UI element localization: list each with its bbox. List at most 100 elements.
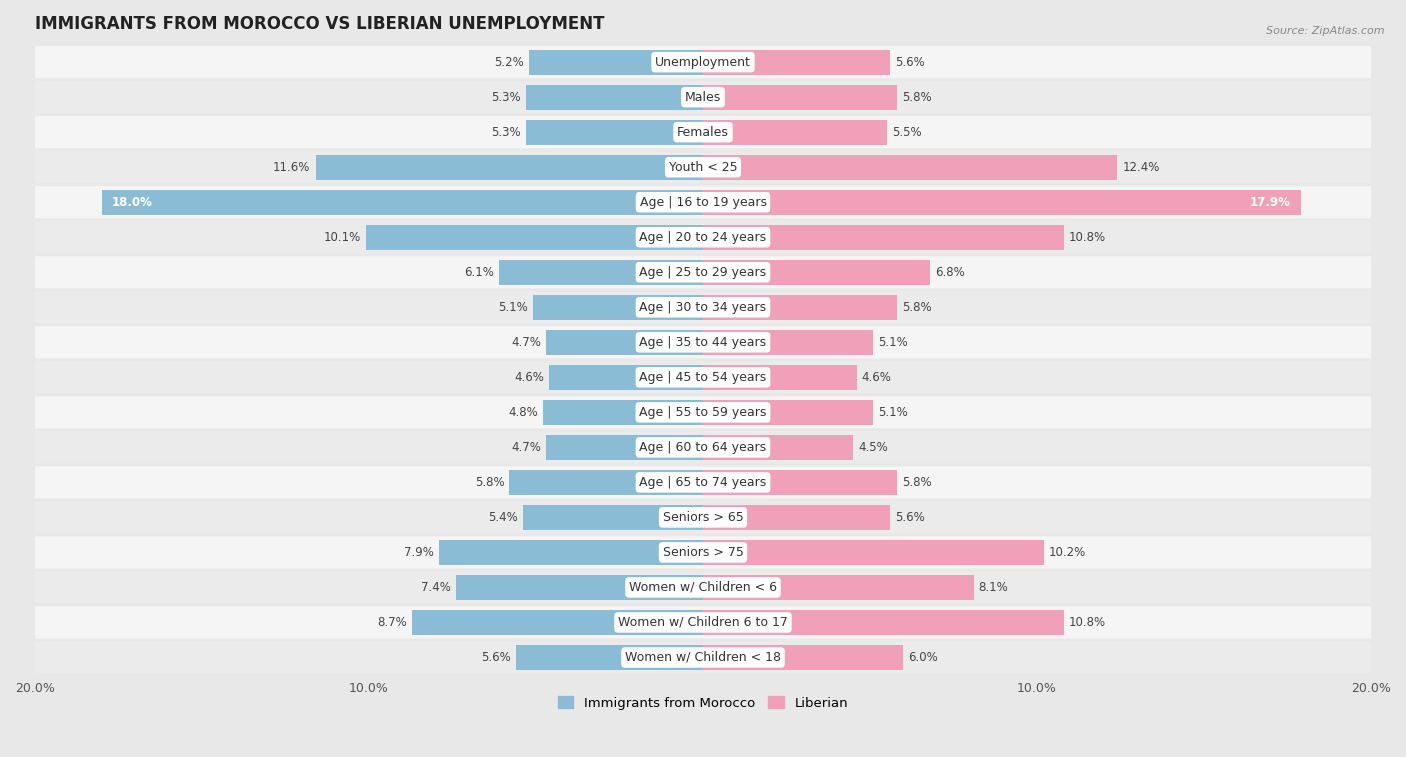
Text: 4.6%: 4.6% [862, 371, 891, 384]
Text: 4.7%: 4.7% [512, 336, 541, 349]
Text: Women w/ Children < 6: Women w/ Children < 6 [628, 581, 778, 594]
Text: Age | 65 to 74 years: Age | 65 to 74 years [640, 476, 766, 489]
Text: 5.5%: 5.5% [891, 126, 921, 139]
Text: Males: Males [685, 91, 721, 104]
Text: 4.7%: 4.7% [512, 441, 541, 454]
Text: 10.1%: 10.1% [323, 231, 360, 244]
Bar [516, 645, 703, 670]
Text: 12.4%: 12.4% [1122, 160, 1160, 173]
FancyBboxPatch shape [35, 186, 1371, 218]
Bar [703, 610, 1064, 635]
Text: 6.0%: 6.0% [908, 651, 938, 664]
Bar [546, 435, 703, 460]
Text: Age | 35 to 44 years: Age | 35 to 44 years [640, 336, 766, 349]
Bar [703, 120, 887, 145]
Bar [703, 435, 853, 460]
Bar [101, 189, 703, 215]
FancyBboxPatch shape [35, 221, 1371, 254]
Text: 18.0%: 18.0% [111, 196, 153, 209]
Bar [533, 294, 703, 320]
Bar [703, 365, 856, 390]
Text: 5.1%: 5.1% [879, 406, 908, 419]
Text: Age | 25 to 29 years: Age | 25 to 29 years [640, 266, 766, 279]
Bar [703, 85, 897, 110]
Text: Age | 30 to 34 years: Age | 30 to 34 years [640, 301, 766, 314]
Text: Seniors > 65: Seniors > 65 [662, 511, 744, 524]
Text: 5.6%: 5.6% [896, 56, 925, 69]
Bar [523, 505, 703, 530]
Text: Females: Females [678, 126, 728, 139]
Bar [529, 49, 703, 75]
Text: 8.7%: 8.7% [378, 616, 408, 629]
FancyBboxPatch shape [35, 501, 1371, 534]
FancyBboxPatch shape [35, 361, 1371, 394]
Text: 5.1%: 5.1% [498, 301, 527, 314]
Text: 5.6%: 5.6% [896, 511, 925, 524]
Bar [509, 470, 703, 495]
FancyBboxPatch shape [35, 326, 1371, 358]
Bar [550, 365, 703, 390]
Bar [703, 294, 897, 320]
Text: 5.8%: 5.8% [901, 476, 931, 489]
Text: Age | 60 to 64 years: Age | 60 to 64 years [640, 441, 766, 454]
FancyBboxPatch shape [35, 431, 1371, 463]
Text: Women w/ Children < 18: Women w/ Children < 18 [626, 651, 780, 664]
Text: 7.4%: 7.4% [420, 581, 451, 594]
Text: Source: ZipAtlas.com: Source: ZipAtlas.com [1267, 26, 1385, 36]
Text: 5.3%: 5.3% [491, 126, 522, 139]
Bar [703, 575, 973, 600]
Text: 5.6%: 5.6% [481, 651, 510, 664]
FancyBboxPatch shape [35, 536, 1371, 569]
Bar [703, 260, 931, 285]
Bar [546, 330, 703, 355]
Text: 5.2%: 5.2% [495, 56, 524, 69]
Text: 10.2%: 10.2% [1049, 546, 1085, 559]
Bar [703, 505, 890, 530]
Bar [526, 85, 703, 110]
Legend: Immigrants from Morocco, Liberian: Immigrants from Morocco, Liberian [553, 691, 853, 715]
FancyBboxPatch shape [35, 116, 1371, 148]
Text: 10.8%: 10.8% [1069, 231, 1107, 244]
FancyBboxPatch shape [35, 256, 1371, 288]
Text: 4.8%: 4.8% [508, 406, 537, 419]
Text: 5.8%: 5.8% [901, 91, 931, 104]
FancyBboxPatch shape [35, 606, 1371, 639]
FancyBboxPatch shape [35, 641, 1371, 674]
Bar [703, 189, 1301, 215]
FancyBboxPatch shape [35, 572, 1371, 603]
FancyBboxPatch shape [35, 151, 1371, 183]
Text: 5.8%: 5.8% [901, 301, 931, 314]
Bar [703, 330, 873, 355]
Text: 5.3%: 5.3% [491, 91, 522, 104]
Text: 6.8%: 6.8% [935, 266, 965, 279]
Text: Seniors > 75: Seniors > 75 [662, 546, 744, 559]
Text: 4.5%: 4.5% [858, 441, 889, 454]
Text: 4.6%: 4.6% [515, 371, 544, 384]
Bar [412, 610, 703, 635]
Text: Age | 16 to 19 years: Age | 16 to 19 years [640, 196, 766, 209]
Text: 8.1%: 8.1% [979, 581, 1008, 594]
Text: 5.4%: 5.4% [488, 511, 517, 524]
Text: 7.9%: 7.9% [405, 546, 434, 559]
Text: Age | 45 to 54 years: Age | 45 to 54 years [640, 371, 766, 384]
Text: 6.1%: 6.1% [464, 266, 495, 279]
Bar [703, 49, 890, 75]
Text: Women w/ Children 6 to 17: Women w/ Children 6 to 17 [619, 616, 787, 629]
Bar [366, 225, 703, 250]
FancyBboxPatch shape [35, 46, 1371, 78]
Bar [439, 540, 703, 565]
Text: 10.8%: 10.8% [1069, 616, 1107, 629]
Bar [703, 645, 904, 670]
Bar [703, 400, 873, 425]
FancyBboxPatch shape [35, 291, 1371, 323]
Text: Unemployment: Unemployment [655, 56, 751, 69]
FancyBboxPatch shape [35, 396, 1371, 428]
Text: IMMIGRANTS FROM MOROCCO VS LIBERIAN UNEMPLOYMENT: IMMIGRANTS FROM MOROCCO VS LIBERIAN UNEM… [35, 15, 605, 33]
Bar [499, 260, 703, 285]
FancyBboxPatch shape [35, 466, 1371, 499]
Bar [703, 225, 1064, 250]
FancyBboxPatch shape [35, 81, 1371, 114]
Text: 5.1%: 5.1% [879, 336, 908, 349]
Bar [703, 540, 1043, 565]
Text: Age | 55 to 59 years: Age | 55 to 59 years [640, 406, 766, 419]
